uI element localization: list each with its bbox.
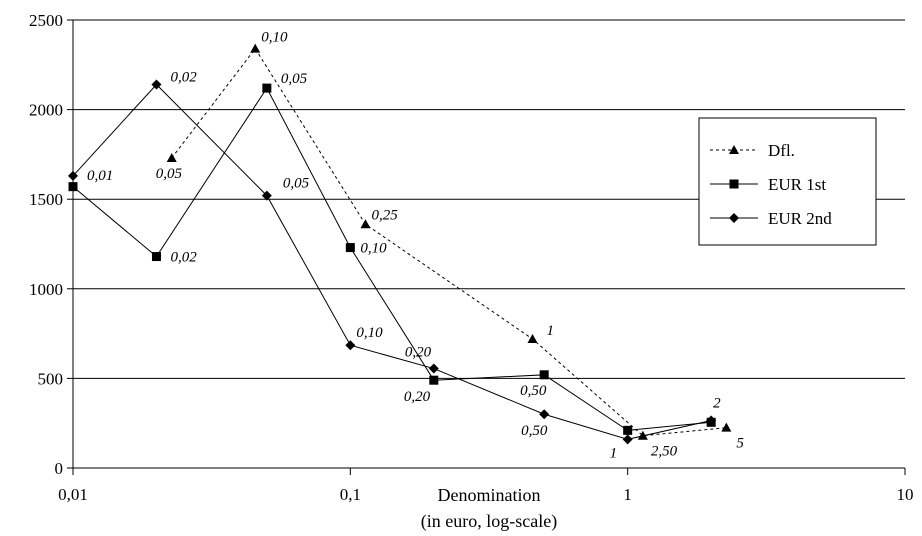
- y-tick-label: 0: [55, 459, 64, 478]
- x-axis-subtitle: (in euro, log-scale): [421, 511, 557, 532]
- point-eur-2nd: [68, 170, 78, 181]
- y-tick-label: 1000: [29, 280, 63, 299]
- series-line-eur-1st: [72, 87, 712, 431]
- point-label-eur-1st: 0,05: [281, 71, 308, 87]
- point-dfl: [360, 219, 371, 229]
- y-tick-label: 500: [38, 369, 64, 388]
- series-line-eur-2nd: [72, 83, 712, 440]
- point-label-eur-1st: 0,20: [404, 389, 431, 405]
- point-eur-1st: [262, 83, 272, 93]
- point-eur-1st: [151, 252, 161, 262]
- point-eur-2nd: [151, 79, 162, 90]
- point-dfl: [637, 430, 648, 440]
- x-tick-labels: 0,01 0,1 1 10: [58, 468, 914, 504]
- point-eur-2nd: [539, 409, 550, 420]
- point-eur-2nd: [345, 340, 356, 351]
- legend-label-dfl: Dfl.: [768, 141, 795, 160]
- point-eur-2nd: [428, 363, 439, 374]
- y-tick-labels: 0 500 1000 1500 2000 2500: [29, 11, 73, 478]
- gridlines: [73, 19, 905, 379]
- point-label-eur-2nd: 0,01: [87, 168, 113, 184]
- x-tick-label: 0,1: [340, 485, 361, 504]
- point-eur-2nd: [706, 415, 717, 426]
- point-label-dfl: 2,50: [651, 444, 678, 460]
- point-label-dfl: 0,10: [261, 30, 288, 46]
- point-eur-1st: [68, 182, 78, 192]
- point-labels: 0,05 0,10 0,25 1 2,50 5 0,02 0,05 0,10 0,20 0,50 0,…: [87, 30, 744, 462]
- point-label-dfl: 5: [736, 436, 744, 452]
- legend-marker-eur-1st: [729, 179, 739, 189]
- y-tick-label: 1500: [29, 190, 63, 209]
- point-dfl: [527, 333, 538, 343]
- point-label-eur-2nd: 1: [610, 445, 618, 461]
- axes: [72, 20, 905, 469]
- legend: Dfl. EUR 1st EUR 2nd: [698, 117, 877, 246]
- point-dfl: [721, 422, 732, 432]
- y-tick-label: 2500: [29, 11, 63, 30]
- point-dfl: [166, 152, 177, 162]
- point-dfl: [250, 43, 261, 53]
- point-label-dfl: 0,25: [371, 207, 398, 223]
- point-label-eur-1st: 0,02: [170, 250, 197, 266]
- point-label-dfl: 0,05: [156, 166, 183, 182]
- legend-label-eur-2nd: EUR 2nd: [768, 209, 832, 228]
- point-label-eur-2nd: 0,20: [405, 345, 432, 361]
- point-label-eur-2nd: 0,02: [170, 70, 197, 86]
- point-eur-1st: [539, 370, 549, 380]
- y-tick-label: 2000: [29, 101, 63, 120]
- point-eur-2nd: [261, 190, 272, 201]
- x-axis-title: Denomination: [438, 485, 541, 505]
- point-eur-2nd: [622, 434, 633, 445]
- x-tick-label: 1: [623, 485, 632, 504]
- legend-label-eur-1st: EUR 1st: [768, 175, 826, 194]
- legend-box: [698, 117, 877, 246]
- series-layer: [68, 43, 732, 445]
- legend-marker-dfl: [729, 145, 739, 154]
- point-label-eur-2nd: 0,10: [356, 325, 383, 341]
- point-label-eur-1st: 0,10: [360, 241, 387, 257]
- x-tick-label: 0,01: [58, 485, 88, 504]
- point-label-eur-2nd: 0,50: [521, 423, 548, 439]
- point-label-eur-2nd: 0,05: [283, 176, 310, 192]
- legend-marker-eur-2nd: [729, 213, 739, 223]
- point-eur-1st: [623, 425, 633, 435]
- x-tick-label: 10: [897, 485, 914, 504]
- series-line-dfl: [171, 47, 727, 437]
- point-eur-1st: [345, 243, 355, 253]
- point-eur-1st: [429, 375, 439, 385]
- point-label-eur-2nd: 2: [713, 396, 721, 412]
- point-label-eur-1st: 0,50: [520, 383, 547, 399]
- point-label-dfl: 1: [547, 323, 555, 339]
